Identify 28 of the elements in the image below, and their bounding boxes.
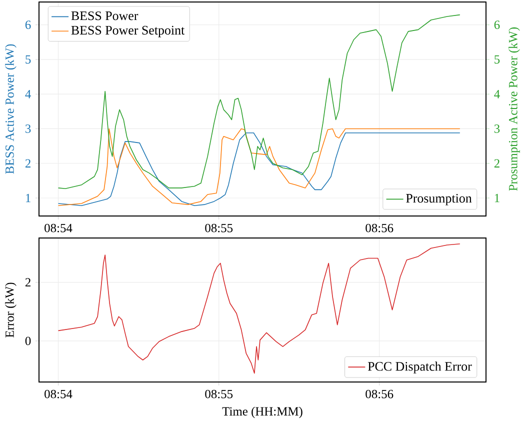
y-tick-label: 3 — [26, 124, 31, 133]
x-axis-title: Time (HH:MM) — [222, 406, 302, 418]
x-tick-label: 08:56 — [366, 390, 394, 398]
legend-label: BESS Power — [71, 11, 138, 20]
y-axis-title: BESS Active Power (kW) — [5, 44, 16, 174]
x-tick-label: 08:54 — [44, 224, 72, 232]
x-tick-label: 08:55 — [205, 224, 233, 232]
x-tick-label: 08:54 — [44, 390, 72, 398]
y-tick-label: 5 — [26, 55, 31, 64]
y2-tick-label: 1 — [494, 194, 500, 202]
y2-tick-label: 5 — [494, 55, 500, 64]
y-tick-label: 2 — [25, 278, 30, 286]
y2-tick-label: 4 — [494, 90, 500, 98]
y-tick-label: 6 — [25, 20, 31, 30]
y-tick-label: 2 — [25, 159, 30, 168]
y2-tick-label: 6 — [494, 20, 500, 30]
y2-axis-title: Prosumption Active Power (kW) — [508, 27, 520, 191]
y2-tick-label: 3 — [494, 124, 500, 133]
y2-tick-label: 2 — [494, 159, 500, 168]
y-tick-label: 0 — [25, 336, 31, 346]
x-tick-label: 08:55 — [205, 390, 233, 398]
y-tick-label: 4 — [25, 90, 31, 98]
legend-label: PCC Dispatch Error — [368, 362, 472, 374]
y-axis-title: Error (kW) — [5, 282, 16, 338]
y-tick-label: 1 — [26, 194, 30, 202]
legend-label: BESS Power Setpoint — [71, 26, 185, 38]
legend-label: Prosumption — [406, 194, 472, 206]
x-tick-label: 08:56 — [366, 224, 394, 232]
